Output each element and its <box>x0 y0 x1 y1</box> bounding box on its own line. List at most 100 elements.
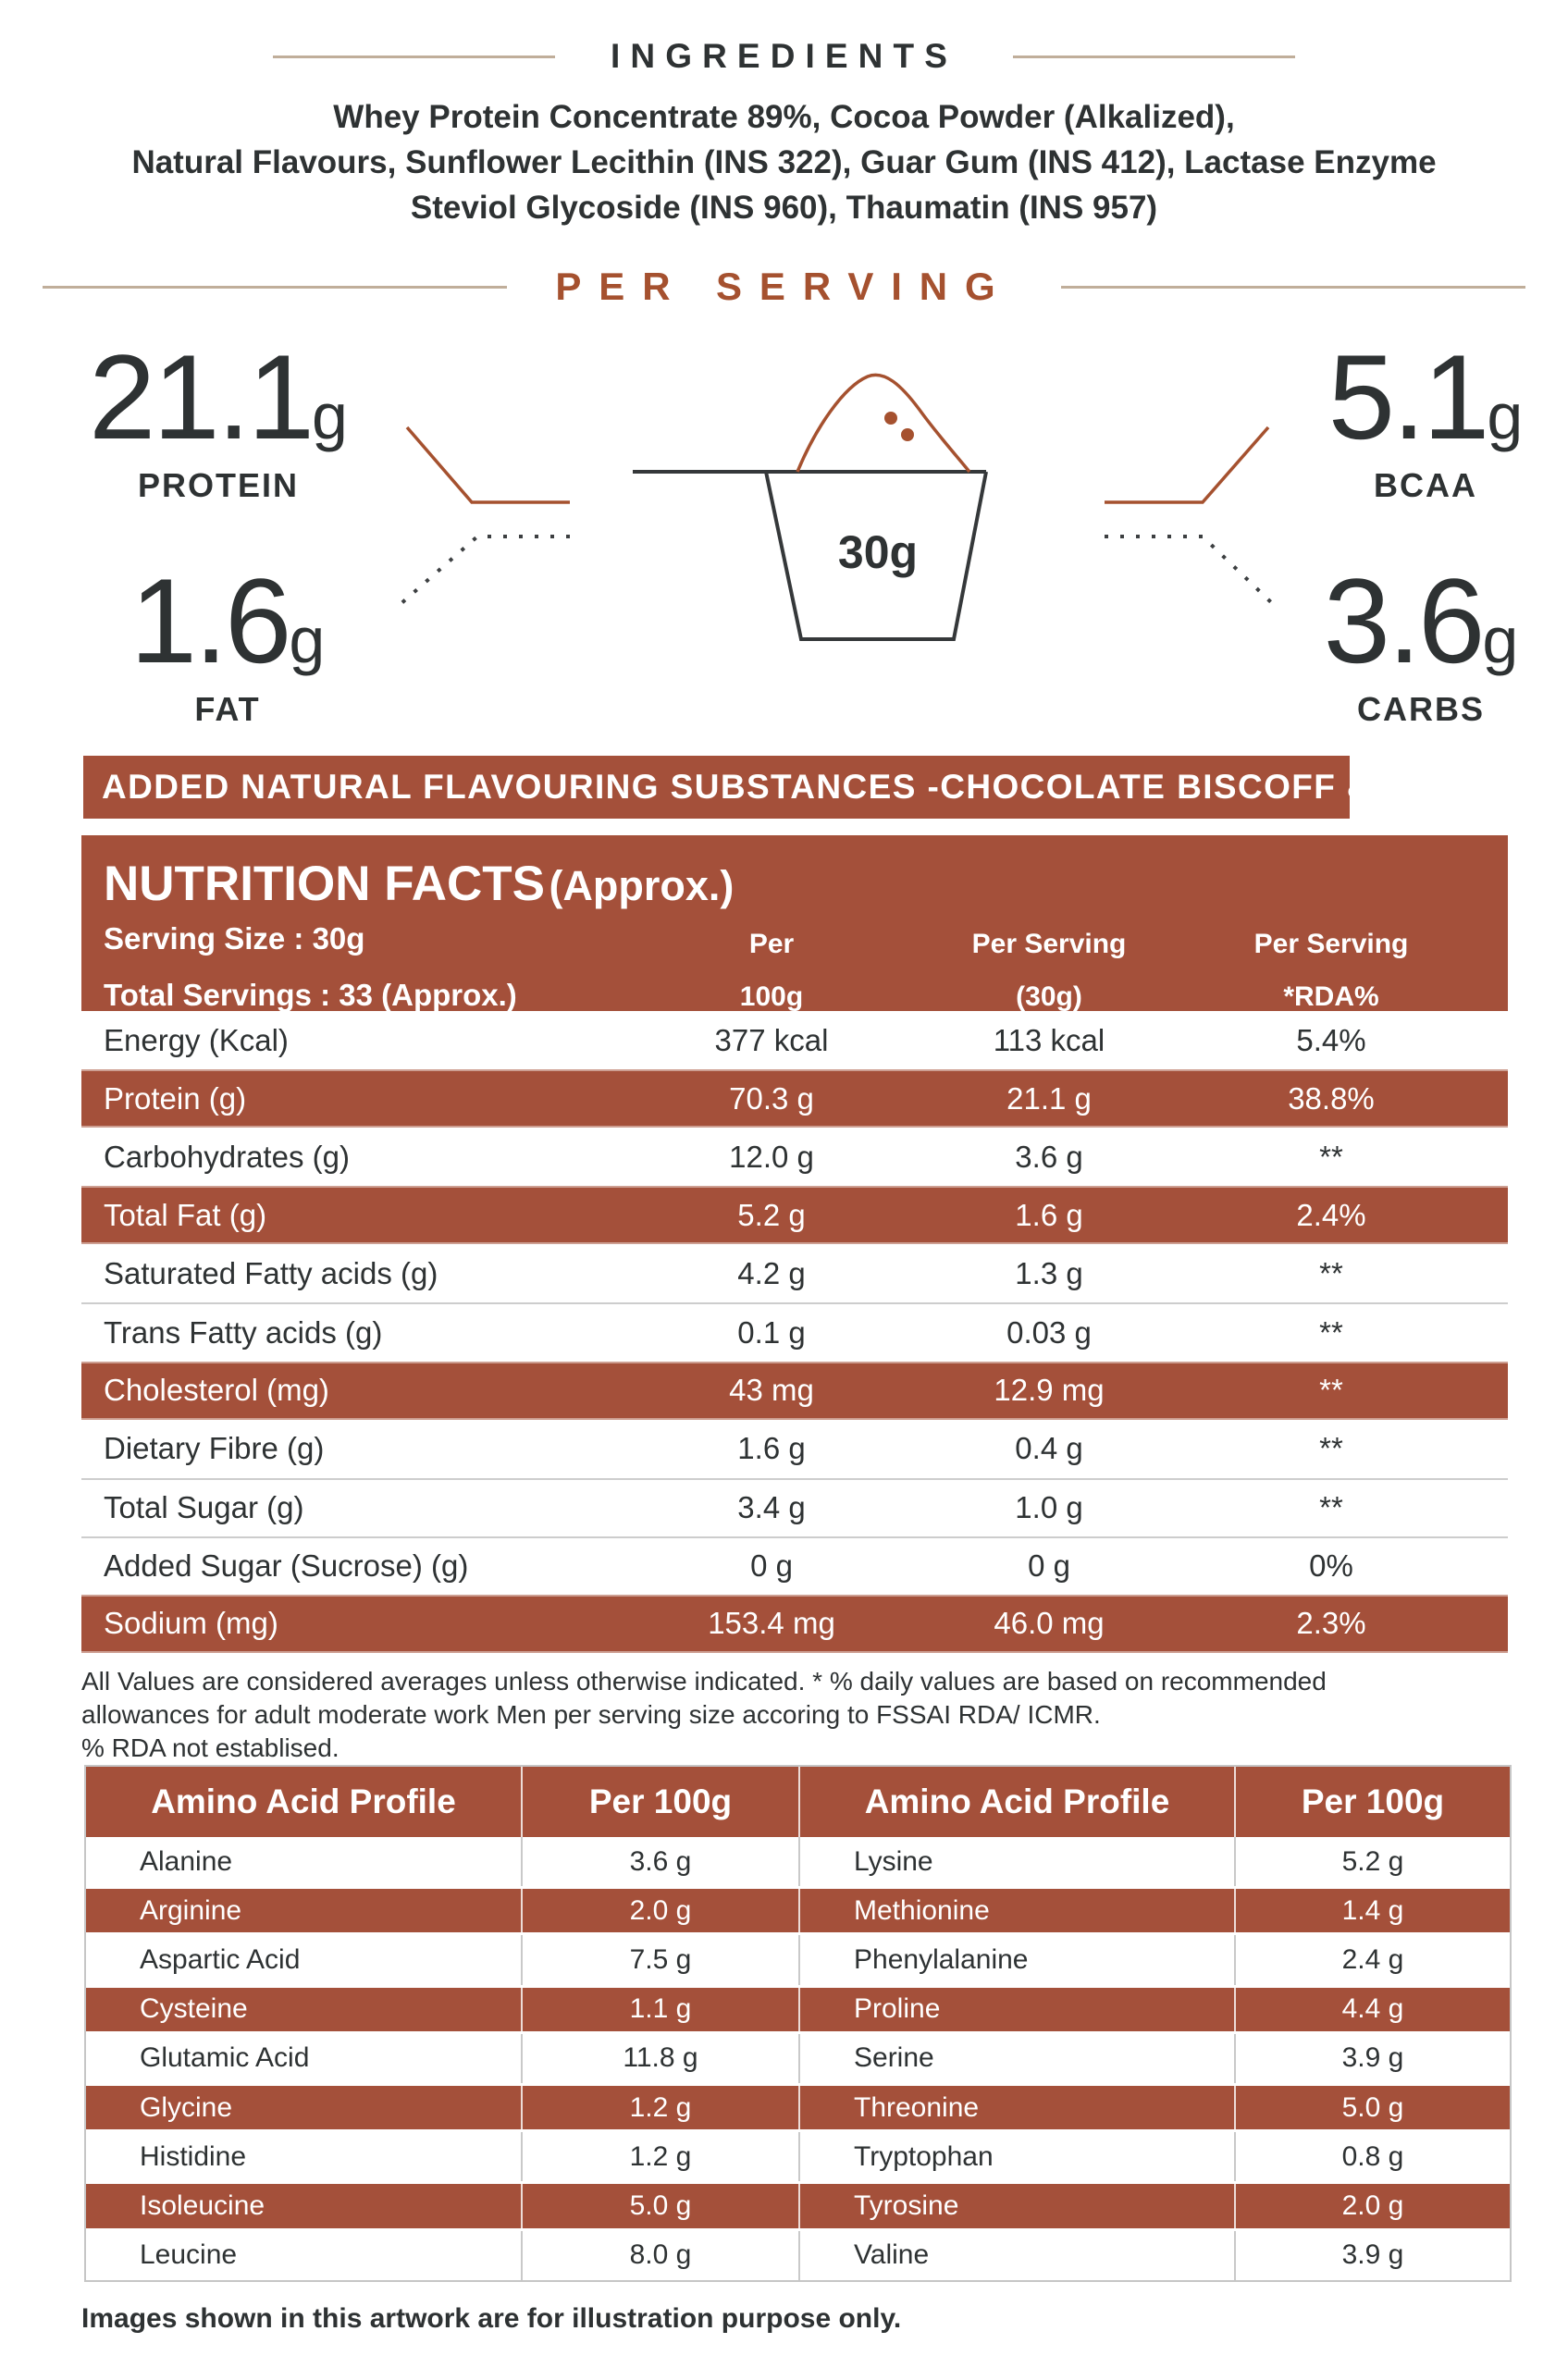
amino-value: 1.4 g <box>1341 1894 1404 1926</box>
amino-row: Alanine 3.6 g Lysine 5.2 g <box>86 1837 1510 1887</box>
amino-value: 1.2 g <box>523 2132 800 2182</box>
per-100g-value: 4.2 g <box>737 1255 806 1290</box>
nutrient-label: Cholesterol (mg) <box>104 1373 329 1408</box>
amino-value: 5.2 g <box>1341 1845 1404 1877</box>
ingredients-section: INGREDIENTS Whey Protein Concentrate 89%… <box>0 37 1568 230</box>
nutrition-footnote: All Values are considered averages unles… <box>81 1665 1525 1765</box>
carbs-callout-line <box>1105 535 1275 606</box>
amino-value: 3.9 g <box>1341 2042 1404 2074</box>
nutrition-facts-header: NUTRITION FACTS (Approx.) Serving Size :… <box>81 835 1508 1013</box>
illustration-disclaimer: Images shown in this artwork are for ill… <box>81 2303 902 2334</box>
amino-name: Tyrosine <box>800 2181 1236 2231</box>
carbs-label: CARBS <box>1356 690 1485 728</box>
nutrient-label: Sodium (mg) <box>104 1606 278 1641</box>
amino-name: Glycine <box>86 2082 523 2133</box>
amino-acid-table: Amino Acid Profile Per 100g Amino Acid P… <box>84 1765 1512 2282</box>
nutrient-label: Total Sugar (g) <box>104 1490 304 1525</box>
per-serving-value: 1.6 g <box>1015 1197 1083 1232</box>
nutrition-row: Dietary Fibre (g) 1.6 g 0.4 g ** <box>81 1419 1508 1478</box>
flavouring-banner-text: ADDED NATURAL FLAVOURING SUBSTANCES -CHO… <box>102 768 1535 806</box>
per-serving-value: 12.9 mg <box>994 1373 1105 1408</box>
per-100g-value: 12.0 g <box>729 1139 814 1174</box>
amino-value: 3.9 g <box>1341 2239 1404 2271</box>
per-100g-value: 3.4 g <box>737 1490 806 1525</box>
nutrition-row: Cholesterol (mg) 43 mg 12.9 mg ** <box>81 1361 1508 1420</box>
amino-header-col3: Amino Acid Profile <box>800 1767 1236 1837</box>
powder-mound-icon <box>796 373 971 474</box>
column-header-per-serving: Per Serving (30g) <box>971 929 1127 1012</box>
nutrition-row: Total Sugar (g) 3.4 g 1.0 g ** <box>81 1477 1508 1536</box>
bcaa-label: BCAA <box>1374 466 1477 504</box>
nutrient-label: Saturated Fatty acids (g) <box>104 1255 438 1290</box>
total-servings: Total Servings : 33 (Approx.) <box>104 978 517 1012</box>
nutrient-label: Protein (g) <box>104 1080 247 1116</box>
column-header-per-100g: Per 100g <box>739 929 804 1012</box>
per-100g-value: 70.3 g <box>729 1080 814 1116</box>
column-header-rda: Per Serving *RDA% <box>1253 929 1409 1012</box>
nutrition-row: Added Sugar (Sucrose) (g) 0 g 0 g 0% <box>81 1536 1508 1595</box>
amino-row: Leucine 8.0 g Valine 3.9 g <box>86 2230 1510 2280</box>
amino-row: Glycine 1.2 g Threonine 5.0 g <box>86 2082 1510 2133</box>
per-100g-value: 0 g <box>750 1548 793 1584</box>
per-serving-value: 46.0 mg <box>994 1606 1105 1641</box>
bcaa-callout-line <box>1105 426 1270 504</box>
amino-name: Aspartic Acid <box>86 1935 523 1985</box>
per-100g-value: 1.6 g <box>737 1431 806 1466</box>
per-serving-heading-row: PER SERVING <box>0 265 1568 309</box>
rda-value: ** <box>1319 1373 1343 1408</box>
scoop-icon <box>633 470 988 641</box>
ingredients-line: Steviol Glycoside (INS 960), Thaumatin (… <box>410 190 1158 226</box>
fat-value: 1.6g <box>130 553 326 688</box>
nutrition-column-headers: Serving Size : 30g Total Servings : 33 (… <box>81 921 1508 1013</box>
bcaa-stat: 5.1g BCAA <box>1287 337 1564 505</box>
scoop-amount-label: 30g <box>837 526 919 578</box>
protein-stat: 21.1g PROTEIN <box>80 337 357 505</box>
rda-value: 2.4% <box>1296 1197 1366 1232</box>
per-100g-value: 0.1 g <box>737 1315 806 1350</box>
nutrient-label: Trans Fatty acids (g) <box>104 1315 383 1350</box>
carbs-value: 3.6g <box>1323 553 1519 688</box>
amino-row: Arginine 2.0 g Methionine 1.4 g <box>86 1886 1510 1936</box>
heading-rule-right <box>1012 55 1295 58</box>
nutrient-label: Total Fat (g) <box>104 1197 267 1232</box>
amino-row: Histidine 1.2 g Tryptophan 0.8 g <box>86 2132 1510 2182</box>
per-serving-value: 21.1 g <box>1006 1080 1092 1116</box>
amino-header-col1: Amino Acid Profile <box>86 1767 523 1837</box>
per-serving-value: 1.3 g <box>1015 1255 1083 1290</box>
amino-header-col4: Per 100g <box>1301 1782 1445 1820</box>
protein-value: 21.1g <box>89 329 348 464</box>
fat-stat: 1.6g FAT <box>89 561 366 729</box>
amino-name: Lysine <box>800 1837 1236 1887</box>
amino-value: 1.2 g <box>523 2082 800 2133</box>
rda-value: ** <box>1319 1255 1343 1290</box>
nutrition-facts-approx: (Approx.) <box>549 862 735 909</box>
scoop-illustration <box>399 373 1275 641</box>
rda-value: 2.3% <box>1296 1606 1366 1641</box>
amino-row: Cysteine 1.1 g Proline 4.4 g <box>86 1984 1510 2034</box>
rda-value: ** <box>1319 1431 1343 1466</box>
amino-value: 4.4 g <box>1341 1993 1404 2025</box>
flavouring-banner: ADDED NATURAL FLAVOURING SUBSTANCES -CHO… <box>83 756 1533 819</box>
amino-value: 7.5 g <box>523 1935 800 1985</box>
amino-value: 5.0 g <box>1341 2091 1404 2123</box>
heading-rule-left <box>43 285 508 289</box>
amino-name: Glutamic Acid <box>86 2033 523 2083</box>
fat-callout-line <box>399 535 570 606</box>
nutrition-row: Energy (Kcal) 377 kcal 113 kcal 5.4% <box>81 1011 1508 1070</box>
per-serving-value: 1.0 g <box>1015 1490 1083 1525</box>
rda-value: ** <box>1319 1315 1343 1350</box>
ingredients-text: Whey Protein Concentrate 89%, Cocoa Powd… <box>0 94 1568 230</box>
amino-value: 11.8 g <box>523 2033 800 2083</box>
amino-name: Threonine <box>800 2082 1236 2133</box>
serving-info: Serving Size : 30g Total Servings : 33 (… <box>81 921 599 1013</box>
rda-value: 0% <box>1309 1548 1353 1584</box>
per-serving-value: 0.4 g <box>1015 1431 1083 1466</box>
nutrition-row: Sodium (mg) 153.4 mg 46.0 mg 2.3% <box>81 1594 1508 1654</box>
per-serving-value: 3.6 g <box>1015 1139 1083 1174</box>
amino-name: Methionine <box>800 1886 1236 1936</box>
nutrition-facts-panel: NUTRITION FACTS (Approx.) Serving Size :… <box>81 835 1508 1654</box>
amino-table-header: Amino Acid Profile Per 100g Amino Acid P… <box>86 1767 1510 1837</box>
rda-value: 5.4% <box>1296 1022 1366 1057</box>
footnote-line: % RDA not establised. <box>81 1733 340 1762</box>
nutrition-facts-title: NUTRITION FACTS <box>104 857 545 911</box>
